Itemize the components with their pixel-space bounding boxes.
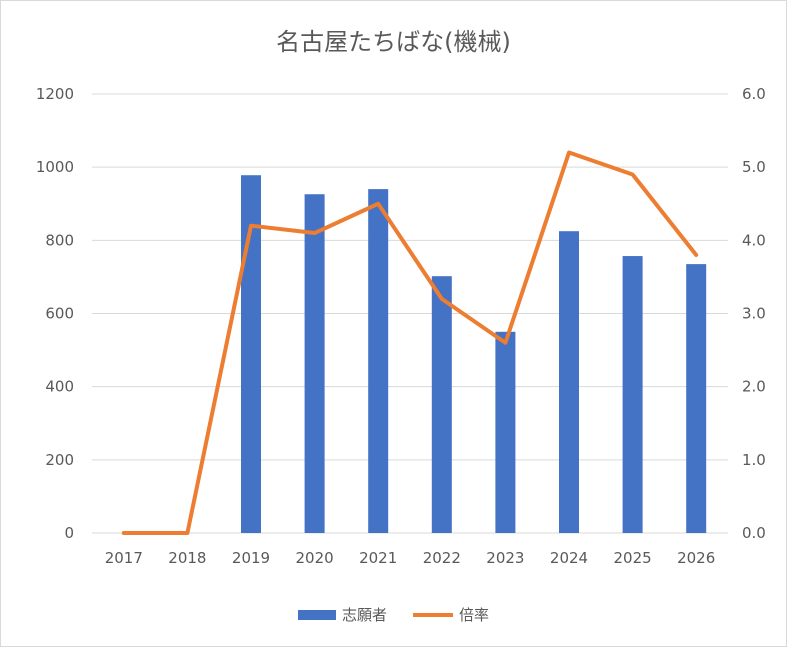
legend-item-ratio[interactable]: 倍率	[413, 604, 489, 625]
y-right-tick-label: 5.0	[742, 158, 766, 176]
bar	[431, 276, 452, 533]
bar	[304, 194, 325, 533]
legend-item-applicants[interactable]: 志願者	[297, 604, 387, 625]
legend-label-ratio: 倍率	[459, 606, 490, 624]
legend-swatch-line	[413, 612, 453, 617]
bar	[622, 256, 643, 533]
y-left-tick-label: 800	[45, 231, 74, 249]
x-tick-label: 2017	[105, 549, 143, 567]
y-right-tick-label: 0.0	[742, 524, 766, 542]
legend-label-applicants: 志願者	[341, 606, 387, 624]
y-left-tick-label: 1200	[36, 85, 74, 103]
y-left-tick-label: 200	[45, 451, 74, 469]
chart-title: 名古屋たちばな(機械)	[276, 28, 511, 56]
y-right-tick-label: 1.0	[742, 451, 766, 469]
x-tick-label: 2018	[168, 549, 206, 567]
y-right-tick-label: 4.0	[742, 231, 766, 249]
x-tick-label: 2025	[614, 549, 652, 567]
bar	[241, 175, 261, 533]
y-right-tick-label: 6.0	[742, 85, 766, 103]
x-tick-label: 2023	[486, 549, 524, 567]
chart-legend: 志願者 倍率	[0, 604, 787, 625]
x-tick-label: 2026	[677, 549, 715, 567]
y-right-tick-label: 2.0	[742, 378, 766, 396]
bar	[686, 264, 707, 533]
y-left-tick-label: 0	[64, 524, 74, 542]
x-tick-label: 2019	[232, 549, 270, 567]
y-right-tick-label: 3.0	[742, 305, 766, 323]
legend-swatch-bar	[297, 609, 336, 620]
x-tick-label: 2021	[359, 549, 397, 567]
x-tick-label: 2022	[423, 549, 461, 567]
y-left-tick-label: 400	[45, 378, 74, 396]
x-tick-label: 2020	[296, 549, 334, 567]
x-tick-label: 2024	[550, 549, 588, 567]
bar	[495, 331, 516, 533]
bar	[559, 231, 579, 533]
ratio-line	[121, 150, 699, 535]
bar	[368, 189, 389, 533]
y-left-tick-label: 1000	[36, 158, 74, 176]
y-left-tick-label: 600	[45, 305, 74, 323]
